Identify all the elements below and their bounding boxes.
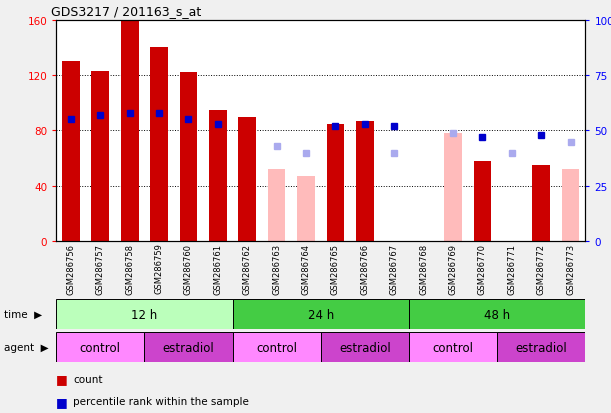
Bar (62, 62, 79, 242)
Bar (474, 161, 491, 242)
Bar (268, 170, 285, 242)
Bar (92, 72, 109, 242)
Bar (144, 332, 233, 362)
Text: estradiol: estradiol (515, 341, 567, 354)
Bar (409, 332, 497, 362)
Text: estradiol: estradiol (163, 341, 214, 354)
Bar (532, 166, 550, 242)
Text: 12 h: 12 h (131, 308, 158, 321)
Bar (238, 117, 256, 242)
Text: control: control (256, 341, 297, 354)
Text: percentile rank within the sample: percentile rank within the sample (73, 396, 249, 406)
Bar (562, 170, 579, 242)
Bar (233, 299, 409, 329)
Text: estradiol: estradiol (339, 341, 391, 354)
Text: time  ▶: time ▶ (4, 309, 42, 319)
Text: 48 h: 48 h (484, 308, 510, 321)
Text: count: count (73, 374, 103, 384)
Bar (497, 332, 585, 362)
Bar (321, 332, 409, 362)
Bar (356, 121, 374, 242)
Bar (298, 177, 315, 242)
Bar (327, 124, 344, 242)
Text: 24 h: 24 h (308, 308, 334, 321)
Bar (444, 134, 462, 242)
Bar (56, 299, 233, 329)
Text: GDS3217 / 201163_s_at: GDS3217 / 201163_s_at (51, 5, 201, 18)
Text: control: control (80, 341, 121, 354)
Bar (233, 332, 321, 362)
Text: agent  ▶: agent ▶ (4, 342, 49, 352)
Bar (121, 21, 139, 242)
Bar (409, 299, 585, 329)
Text: control: control (433, 341, 474, 354)
Bar (209, 110, 227, 242)
Text: ■: ■ (56, 395, 68, 408)
Bar (56, 332, 144, 362)
Bar (150, 48, 168, 242)
Bar (180, 73, 197, 242)
Text: ■: ■ (56, 372, 68, 385)
